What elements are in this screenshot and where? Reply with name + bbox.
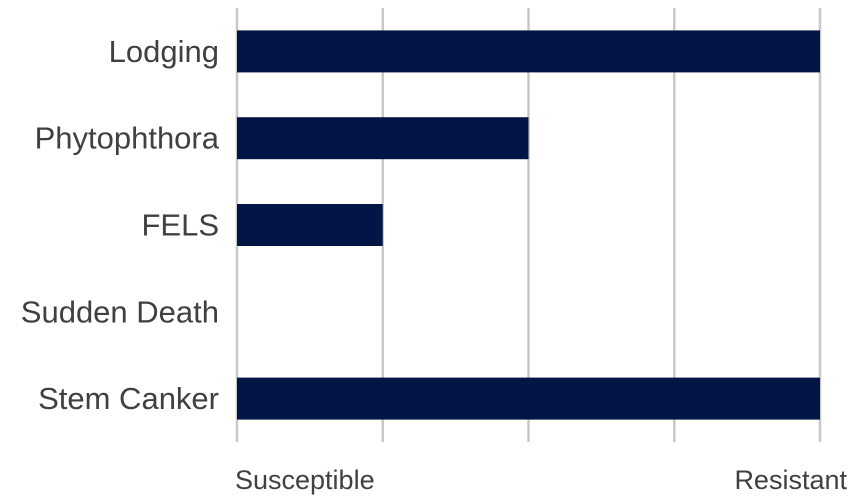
category-label-stem-canker: Stem Canker xyxy=(38,381,219,416)
bar-phytophthora xyxy=(237,117,529,160)
x-tick-label-resistant: Resistant xyxy=(734,465,847,495)
bar-stem-canker xyxy=(237,377,820,420)
bars xyxy=(237,30,820,420)
bar-fels xyxy=(237,204,383,246)
category-labels: Lodging Phytophthora FELS Sudden Death Stem … xyxy=(21,34,220,416)
category-label-sudden-death: Sudden Death xyxy=(21,294,219,329)
category-label-lodging: Lodging xyxy=(109,34,219,69)
x-tick-labels: Susceptible Resistant xyxy=(235,465,847,495)
x-tick-label-susceptible: Susceptible xyxy=(235,465,375,495)
gridlines xyxy=(235,8,822,442)
bar-lodging xyxy=(237,30,820,73)
category-label-fels: FELS xyxy=(141,208,219,243)
category-label-phytophthora: Phytophthora xyxy=(35,121,220,156)
